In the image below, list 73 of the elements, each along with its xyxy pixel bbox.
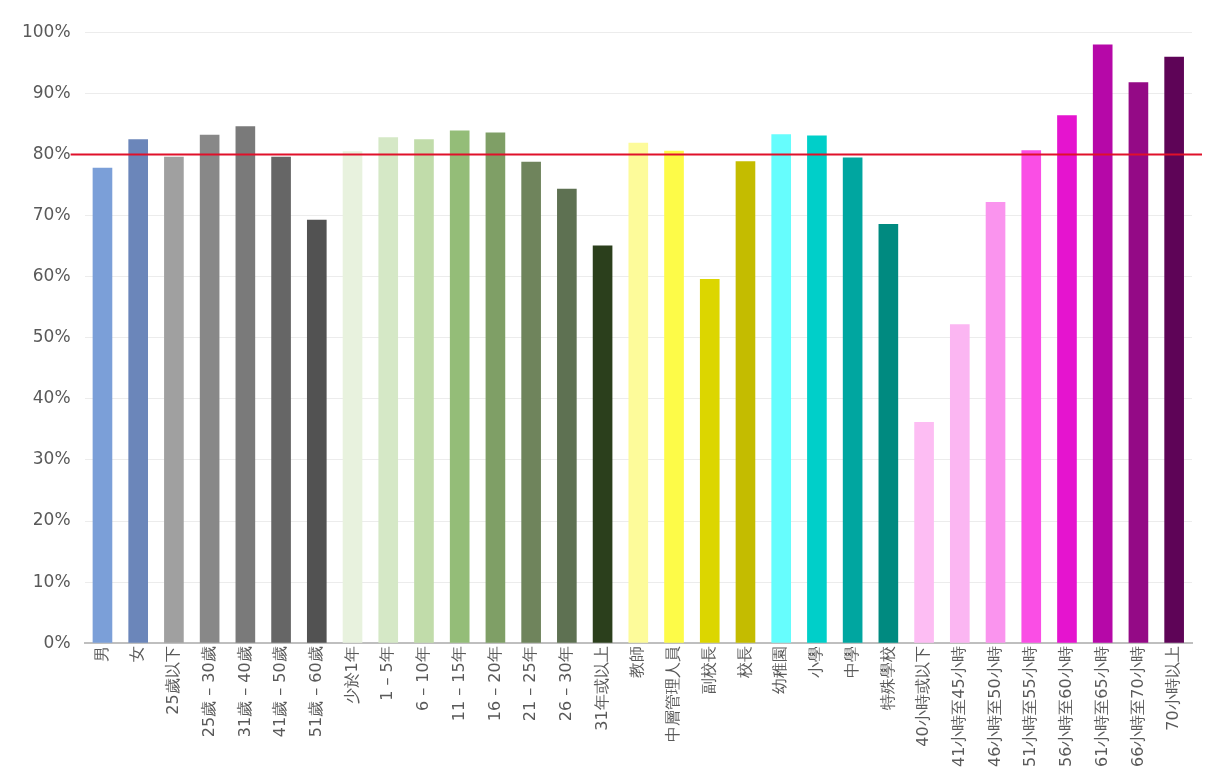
x-tick-label: 51小時至55小時 xyxy=(1020,646,1040,767)
y-tick-label: 30% xyxy=(32,448,71,469)
x-tick-label: 46小時至50小時 xyxy=(984,646,1004,767)
bar xyxy=(1092,44,1113,643)
bar xyxy=(914,422,934,643)
x-tick-label: 31歲 – 40歲 xyxy=(234,646,254,738)
bar xyxy=(485,132,506,643)
bar xyxy=(664,150,684,643)
bar xyxy=(92,167,113,643)
bar xyxy=(414,139,434,643)
y-tick-label: 10% xyxy=(32,570,71,591)
x-tick-label: 16 – 20年 xyxy=(484,646,504,722)
bar xyxy=(842,157,863,643)
x-tick-label: 25歲以下 xyxy=(163,646,183,715)
y-tick-label: 50% xyxy=(32,326,71,347)
y-tick-label: 0% xyxy=(43,631,71,652)
bar xyxy=(271,156,291,643)
y-tick-label: 90% xyxy=(32,81,71,102)
x-tick-label: 中層管理人員 xyxy=(663,646,683,743)
x-tick-label: 幼稚園 xyxy=(770,646,790,695)
bar xyxy=(807,135,827,643)
x-tick-label: 40小時或以下 xyxy=(913,646,933,747)
x-tick-label: 21 – 25年 xyxy=(520,646,540,722)
x-tick-label: 41歲 – 50歲 xyxy=(270,646,290,738)
bar xyxy=(306,219,327,643)
y-tick-label: 20% xyxy=(32,509,71,530)
x-tick-label: 小學 xyxy=(806,646,826,679)
bar xyxy=(557,188,577,643)
bar xyxy=(378,137,399,643)
bar xyxy=(592,245,613,643)
bar xyxy=(128,139,149,643)
bar xyxy=(771,134,792,643)
x-tick-label: 66小時至70小時 xyxy=(1127,646,1147,767)
bar xyxy=(699,279,720,643)
x-tick-label: 教師 xyxy=(627,646,647,679)
x-tick-label: 11 – 15年 xyxy=(448,646,468,722)
x-tick-label: 少於1年 xyxy=(341,646,361,705)
bar xyxy=(1164,56,1184,643)
x-tick-label: 1 – 5年 xyxy=(377,646,397,701)
x-tick-label: 副校長 xyxy=(698,646,718,695)
bar xyxy=(342,151,363,643)
bar xyxy=(449,130,470,643)
bar xyxy=(164,156,184,643)
x-tick-label: 女 xyxy=(127,646,147,663)
bar xyxy=(985,202,1006,643)
bar xyxy=(235,126,256,643)
y-tick-label: 100% xyxy=(21,20,71,41)
x-tick-label: 70小時以上 xyxy=(1163,646,1183,731)
x-tick-label: 31年或以上 xyxy=(591,646,611,731)
x-tick-label: 6 – 10年 xyxy=(413,646,433,711)
bar xyxy=(949,324,970,643)
y-tick-label: 40% xyxy=(32,387,71,408)
bar xyxy=(628,142,649,643)
y-tick-label: 60% xyxy=(32,265,71,286)
bar xyxy=(735,161,756,643)
bar xyxy=(878,224,899,643)
x-tick-label: 41小時至45小時 xyxy=(948,646,968,767)
x-tick-label: 56小時至60小時 xyxy=(1056,646,1076,767)
x-tick-label: 特殊學校 xyxy=(877,646,897,711)
x-tick-label: 25歲 – 30歲 xyxy=(198,646,218,738)
x-tick-label: 26 – 30年 xyxy=(556,646,576,722)
x-tick-label: 男 xyxy=(91,646,111,663)
y-tick-label: 70% xyxy=(32,203,71,224)
y-tick-label: 80% xyxy=(32,142,71,163)
bar xyxy=(1128,82,1149,643)
bar xyxy=(1057,115,1077,643)
x-tick-label: 校長 xyxy=(734,646,754,680)
bar xyxy=(521,161,541,643)
x-tick-label: 61小時至65小時 xyxy=(1091,646,1111,767)
bar xyxy=(199,134,220,643)
bar xyxy=(1021,150,1042,643)
x-tick-label: 中學 xyxy=(841,646,861,679)
x-tick-label: 51歲 – 60歲 xyxy=(305,646,325,738)
